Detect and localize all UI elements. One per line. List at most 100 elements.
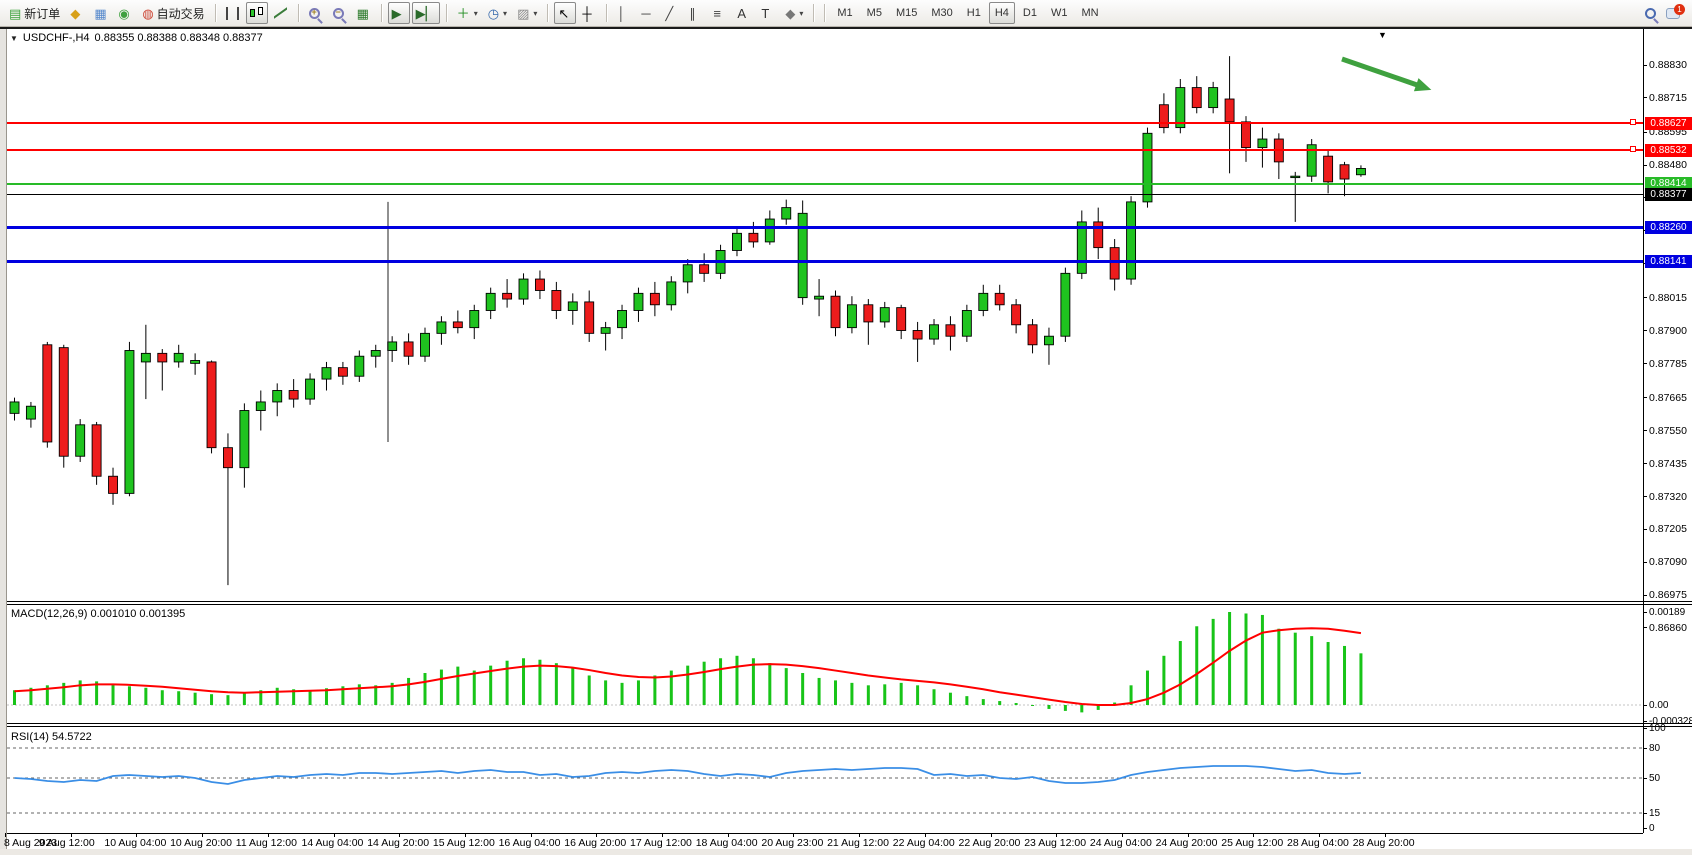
time-tick	[5, 833, 6, 837]
price-tick-label: 0.87205	[1649, 523, 1687, 536]
bar-chart-button[interactable]	[222, 2, 244, 24]
chevron-down-icon[interactable]: ▾	[473, 8, 478, 18]
time-axis-label: 17 Aug 12:00	[630, 837, 692, 849]
price-tick	[1643, 627, 1647, 629]
time-tick	[596, 833, 598, 837]
fibonacci-button[interactable]: ≡	[709, 2, 731, 24]
price-tick	[1643, 131, 1647, 133]
charts-cloud-button[interactable]: ▦	[90, 2, 112, 24]
resistance-line-1[interactable]	[7, 122, 1643, 124]
timeframe-w1-button[interactable]: W1	[1050, 7, 1068, 19]
rsi-tick	[1643, 778, 1647, 779]
rsi-pane-canvas[interactable]	[7, 727, 1643, 833]
resistance-line-1-price-label: 0.88627	[1645, 116, 1692, 130]
chevron-down-icon[interactable]: ▾	[503, 8, 508, 18]
price-tick	[1643, 463, 1647, 465]
current-price-line	[7, 194, 1643, 196]
timeframe-m1-button[interactable]: M1	[837, 7, 853, 19]
time-tick	[859, 833, 861, 837]
time-axis-label: 25 Aug 12:00	[1221, 837, 1284, 849]
time-axis-label: 22 Aug 04:00	[892, 837, 955, 849]
equidistant-channel-button[interactable]: ∥	[685, 2, 707, 24]
crosshair-button[interactable]: ┼	[578, 2, 600, 24]
timeframe-m5-button[interactable]: M5	[866, 7, 882, 19]
time-tick	[136, 833, 138, 837]
macd-histogram	[13, 612, 1363, 713]
time-axis-label: 8 Aug 2023	[4, 837, 58, 849]
price-tick-label: 0.87550	[1649, 424, 1687, 437]
macd-axis-label: 0.00	[1649, 700, 1669, 711]
trend-arrow[interactable]	[1341, 56, 1421, 89]
rsi-axis-label: 15	[1649, 808, 1661, 819]
auto-scroll-icon: ▶	[391, 5, 402, 21]
zoom-in-button[interactable]: +	[305, 2, 327, 24]
support-line-blue-2[interactable]	[7, 260, 1643, 264]
new-order-button[interactable]: ▤ 新订单	[5, 2, 64, 24]
notifications-icon[interactable]: 1	[1666, 3, 1685, 19]
tile-windows-button[interactable]: ▦	[353, 2, 375, 24]
auto-trading-icon: ◍	[142, 5, 154, 21]
time-axis-label: 16 Aug 04:00	[498, 837, 561, 849]
time-axis-label: 22 Aug 20:00	[958, 837, 1021, 849]
trend-arrow-head	[1413, 78, 1432, 92]
rsi-axis-label: 80	[1649, 743, 1661, 754]
price-tick-label: 0.87320	[1649, 490, 1687, 503]
auto-trading-button[interactable]: ◍ 自动交易	[138, 2, 208, 24]
toolbar-separator	[297, 4, 299, 22]
price-tick	[1643, 363, 1647, 365]
add-indicator-button[interactable]: ＋ ▾	[453, 2, 482, 24]
macd-axis-label: -0.000328	[1649, 716, 1692, 728]
chart-symbol-period: USDCHF-,H4	[22, 32, 90, 44]
chart-ohlc-values: 0.88355 0.88388 0.88348 0.88377	[94, 32, 263, 44]
quotes-button[interactable]: ◆	[66, 2, 88, 24]
time-axis-label: 21 Aug 12:00	[827, 837, 889, 849]
price-tick-label: 0.87665	[1649, 391, 1687, 404]
support-line-blue-1[interactable]	[7, 226, 1643, 230]
timeframe-m30-button[interactable]: M30	[931, 7, 953, 19]
zoom-out-button[interactable]: −	[329, 2, 351, 24]
periods-button[interactable]: ◷ ▾	[484, 2, 511, 24]
text-label-button[interactable]: T	[757, 2, 779, 24]
chart-window[interactable]: ▼ USDCHF-,H4 0.88355 0.88388 0.88348 0.8…	[0, 27, 1692, 855]
resistance-line-2[interactable]	[7, 149, 1643, 152]
resistance-line-2-endpoint[interactable]	[1630, 146, 1636, 153]
text-button[interactable]: A	[733, 2, 755, 24]
timeframe-m15-button[interactable]: M15	[895, 7, 918, 19]
signals-button[interactable]: ◉	[114, 2, 136, 24]
vertical-line-button[interactable]: │	[613, 2, 635, 24]
rsi-line	[14, 765, 1361, 785]
resistance-line-1-endpoint[interactable]	[1630, 119, 1636, 125]
collapse-ohlc-icon[interactable]: ▼	[10, 33, 18, 43]
horizontal-line-button[interactable]: ─	[637, 2, 659, 24]
macd-tick	[1643, 612, 1647, 613]
support-line-green[interactable]	[7, 182, 1643, 185]
support-line-blue-2-price-label: 0.88141	[1645, 255, 1692, 269]
chevron-down-icon[interactable]: ▾	[533, 8, 538, 18]
templates-button[interactable]: ▨ ▾	[513, 2, 541, 24]
timeframe-h4-button[interactable]: H4	[988, 2, 1015, 24]
macd-pane-canvas[interactable]	[7, 605, 1643, 723]
search-icon[interactable]	[1645, 7, 1656, 19]
pane-splitter-macd[interactable]	[7, 601, 1692, 605]
time-axis-line	[7, 833, 1643, 834]
line-chart-button[interactable]	[270, 2, 292, 24]
candles-group	[9, 56, 1366, 586]
line-chart-icon	[273, 6, 287, 20]
timeframe-d1-button[interactable]: D1	[1022, 7, 1037, 19]
horizontal-line-icon: ─	[641, 5, 651, 21]
time-axis-label: 10 Aug 04:00	[104, 837, 167, 849]
main-chart-canvas[interactable]	[7, 28, 1643, 602]
cursor-button[interactable]: ↖	[554, 2, 577, 24]
arrows-button[interactable]: ◆ ▾	[781, 2, 807, 24]
chevron-down-icon[interactable]: ▾	[799, 8, 804, 18]
timeframe-mn-button[interactable]: MN	[1081, 7, 1099, 19]
chart-shift-marker-icon[interactable]: ▼	[1378, 30, 1387, 40]
price-tick	[1643, 64, 1647, 66]
candlestick-chart-button[interactable]	[245, 2, 268, 24]
chart-shift-button[interactable]: ▶▏	[411, 2, 440, 24]
auto-scroll-button[interactable]: ▶	[387, 2, 410, 24]
pane-splitter-rsi[interactable]	[7, 723, 1692, 727]
trendline-button[interactable]: ╱	[661, 2, 683, 24]
price-tick	[1643, 97, 1647, 99]
timeframe-h1-button[interactable]: H1	[966, 7, 981, 19]
